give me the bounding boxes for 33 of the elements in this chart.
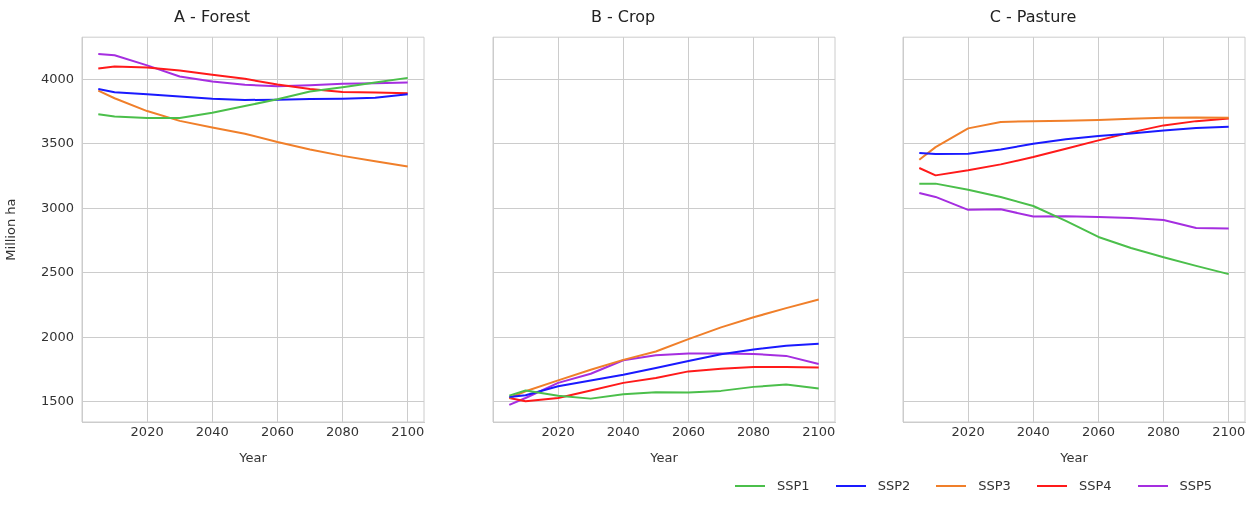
x-axis-title: Year [649,449,679,465]
x-tick-label: 2040 [606,424,640,440]
x-axis-title: Year [1059,449,1089,465]
chart-title: B - Crop [590,6,656,26]
legend-label: SSP5 [1179,478,1213,493]
chart-title: A - Forest [174,6,250,26]
y-tick-label: 3500 [40,135,74,151]
x-tick-label: 2060 [260,424,294,440]
x-tick-label: 2100 [391,424,425,440]
x-tick-label: 2020 [130,424,164,440]
x-tick-label: 2080 [1147,424,1181,440]
y-tick-label: 1500 [40,393,74,409]
legend-label: SSP2 [877,478,911,493]
y-tick-label: 2500 [40,264,74,280]
x-tick-label: 2020 [951,424,985,440]
x-tick-label: 2060 [671,424,705,440]
y-axis-title: Million ha [3,198,19,261]
y-tick-label: 3000 [40,199,74,215]
y-tick-label: 4000 [40,70,74,86]
x-tick-label: 2100 [802,424,836,440]
chart-title: C - Pasture [989,6,1077,26]
x-tick-label: 2080 [326,424,360,440]
legend-label: SSP3 [978,478,1011,493]
x-tick-label: 2060 [1081,424,1115,440]
x-tick-label: 2100 [1212,424,1246,440]
legend-label: SSP4 [1078,478,1112,493]
legend-label: SSP1 [777,478,810,493]
x-tick-label: 2020 [541,424,575,440]
x-tick-label: 2040 [195,424,229,440]
y-tick-label: 2000 [40,328,74,344]
x-tick-label: 2080 [737,424,771,440]
x-tick-label: 2040 [1016,424,1050,440]
x-axis-title: Year [238,449,268,465]
